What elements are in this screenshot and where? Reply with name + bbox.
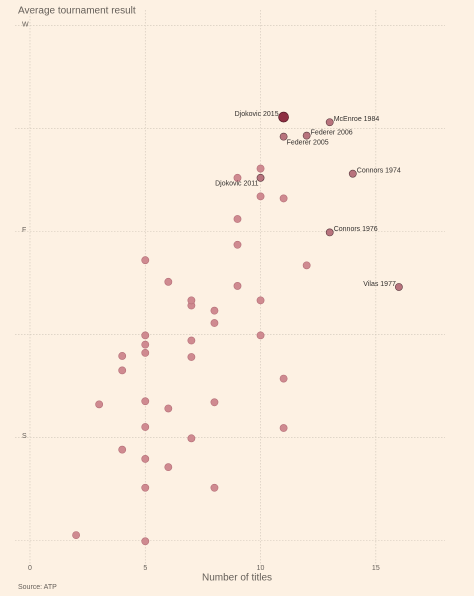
x-tick-label: 15 <box>372 565 380 572</box>
data-point <box>394 283 403 291</box>
data-point <box>141 348 150 357</box>
data-point <box>233 215 242 223</box>
chart-title: Average tournament result <box>18 6 136 17</box>
data-point <box>210 319 219 327</box>
data-point <box>233 282 242 290</box>
data-point <box>95 400 104 409</box>
x-axis-label: Number of titles <box>202 573 272 584</box>
data-point <box>256 173 265 182</box>
data-point <box>256 296 265 305</box>
data-point <box>187 296 196 305</box>
data-point <box>164 463 173 472</box>
data-point <box>210 398 219 407</box>
x-tick-label: 5 <box>143 565 147 572</box>
point-label: Connors 1976 <box>334 226 378 233</box>
point-label: Vilas 1977 <box>363 281 396 288</box>
data-point <box>141 483 150 492</box>
data-point <box>302 261 311 270</box>
point-label: Djokovic 2015 <box>235 111 279 118</box>
data-point <box>256 331 265 340</box>
data-point <box>141 423 150 431</box>
data-point <box>141 455 150 463</box>
point-label: Federer 2005 <box>287 139 329 146</box>
data-point <box>187 336 196 345</box>
data-point <box>118 445 127 454</box>
data-point <box>118 352 127 360</box>
point-label: Connors 1974 <box>357 168 401 175</box>
data-point <box>256 164 265 173</box>
x-tick-label: 10 <box>257 565 265 572</box>
data-point <box>164 404 173 413</box>
y-tick-label: F <box>22 227 26 234</box>
data-point <box>278 111 289 123</box>
data-point <box>279 374 288 383</box>
data-point <box>233 240 242 249</box>
data-point <box>141 331 150 340</box>
y-tick-label: S <box>22 433 27 440</box>
data-point <box>141 256 150 265</box>
data-point <box>141 397 150 406</box>
data-point <box>187 353 196 361</box>
data-point <box>187 434 196 443</box>
data-point <box>141 340 150 349</box>
source: Source: ATP <box>18 584 57 591</box>
data-point <box>233 173 242 182</box>
x-tick-label: 0 <box>28 565 32 572</box>
data-point <box>141 537 150 546</box>
data-point <box>279 132 288 141</box>
data-point <box>302 131 311 140</box>
point-label: Djokovic 2011 <box>215 181 259 188</box>
point-label: Federer 2006 <box>311 129 353 136</box>
data-point <box>279 194 288 203</box>
data-point <box>72 531 80 540</box>
data-point <box>210 483 219 492</box>
y-tick-label: W <box>22 21 29 28</box>
data-point <box>210 306 219 315</box>
data-point <box>325 228 334 237</box>
data-point <box>348 169 357 178</box>
data-point <box>325 118 334 127</box>
data-point <box>279 424 288 432</box>
data-point <box>256 192 265 201</box>
data-point <box>118 366 127 375</box>
point-label: McEnroe 1984 <box>334 116 380 123</box>
data-point <box>164 277 173 286</box>
